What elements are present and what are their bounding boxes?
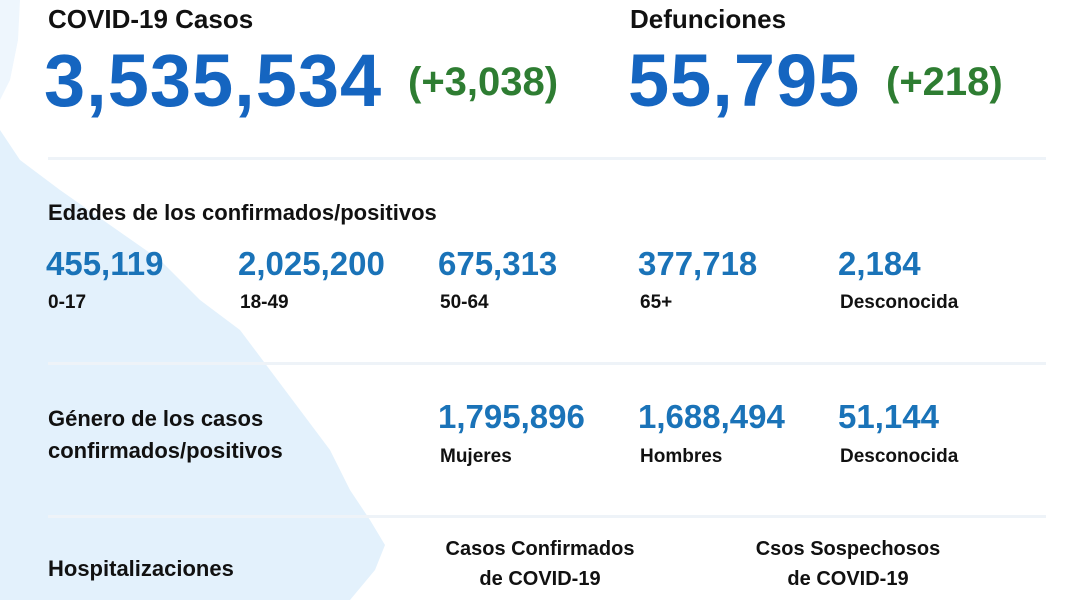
cases-title: COVID-19 Casos: [48, 4, 254, 34]
gender-group-value: 1,795,896: [438, 398, 585, 435]
age-group-value: 2,184: [838, 245, 921, 282]
age-group-label: 0-17: [48, 292, 87, 313]
hospital-suspected-header-line1: Csos Sospechosos: [755, 538, 941, 560]
hospitalizations-section-title: Hospitalizaciones: [48, 556, 234, 581]
deaths-total: 55,795: [628, 39, 861, 122]
deaths-change: (+218): [886, 60, 1003, 104]
hospital-suspected-header-line2: de COVID-19: [787, 568, 909, 590]
gender-section-title-line2: confirmados/positivos: [48, 438, 283, 463]
divider: [48, 157, 1046, 160]
age-group-label: 50-64: [440, 292, 489, 313]
gender-group-label: Hombres: [640, 446, 723, 467]
age-group-value: 675,313: [438, 245, 558, 282]
age-group-label: Desconocida: [840, 292, 959, 313]
divider: [48, 362, 1046, 365]
hospital-confirmed-header-line2: de COVID-19: [479, 568, 601, 590]
gender-group-value: 51,144: [838, 398, 939, 435]
gender-group-label: Desconocida: [840, 446, 959, 467]
cases-change: (+3,038): [408, 60, 559, 104]
hospital-confirmed-header: Casos Confirmados de COVID-19: [420, 534, 660, 594]
age-group-label: 65+: [640, 292, 673, 313]
divider: [48, 515, 1046, 518]
gender-section-title-line1: Género de los casos: [48, 406, 264, 431]
gender-group-label: Mujeres: [440, 446, 512, 467]
deaths-title: Defunciones: [630, 4, 787, 34]
hospital-suspected-header: Csos Sospechosos de COVID-19: [728, 534, 968, 594]
hospital-confirmed-header-line1: Casos Confirmados: [445, 538, 635, 560]
ages-section-title: Edades de los confirmados/positivos: [48, 200, 437, 225]
age-group-value: 2,025,200: [238, 245, 385, 282]
cases-total: 3,535,534: [44, 39, 383, 122]
age-group-value: 455,119: [46, 245, 164, 282]
age-group-value: 377,718: [638, 245, 758, 282]
gender-group-value: 1,688,494: [638, 398, 785, 435]
age-group-label: 18-49: [240, 292, 289, 313]
